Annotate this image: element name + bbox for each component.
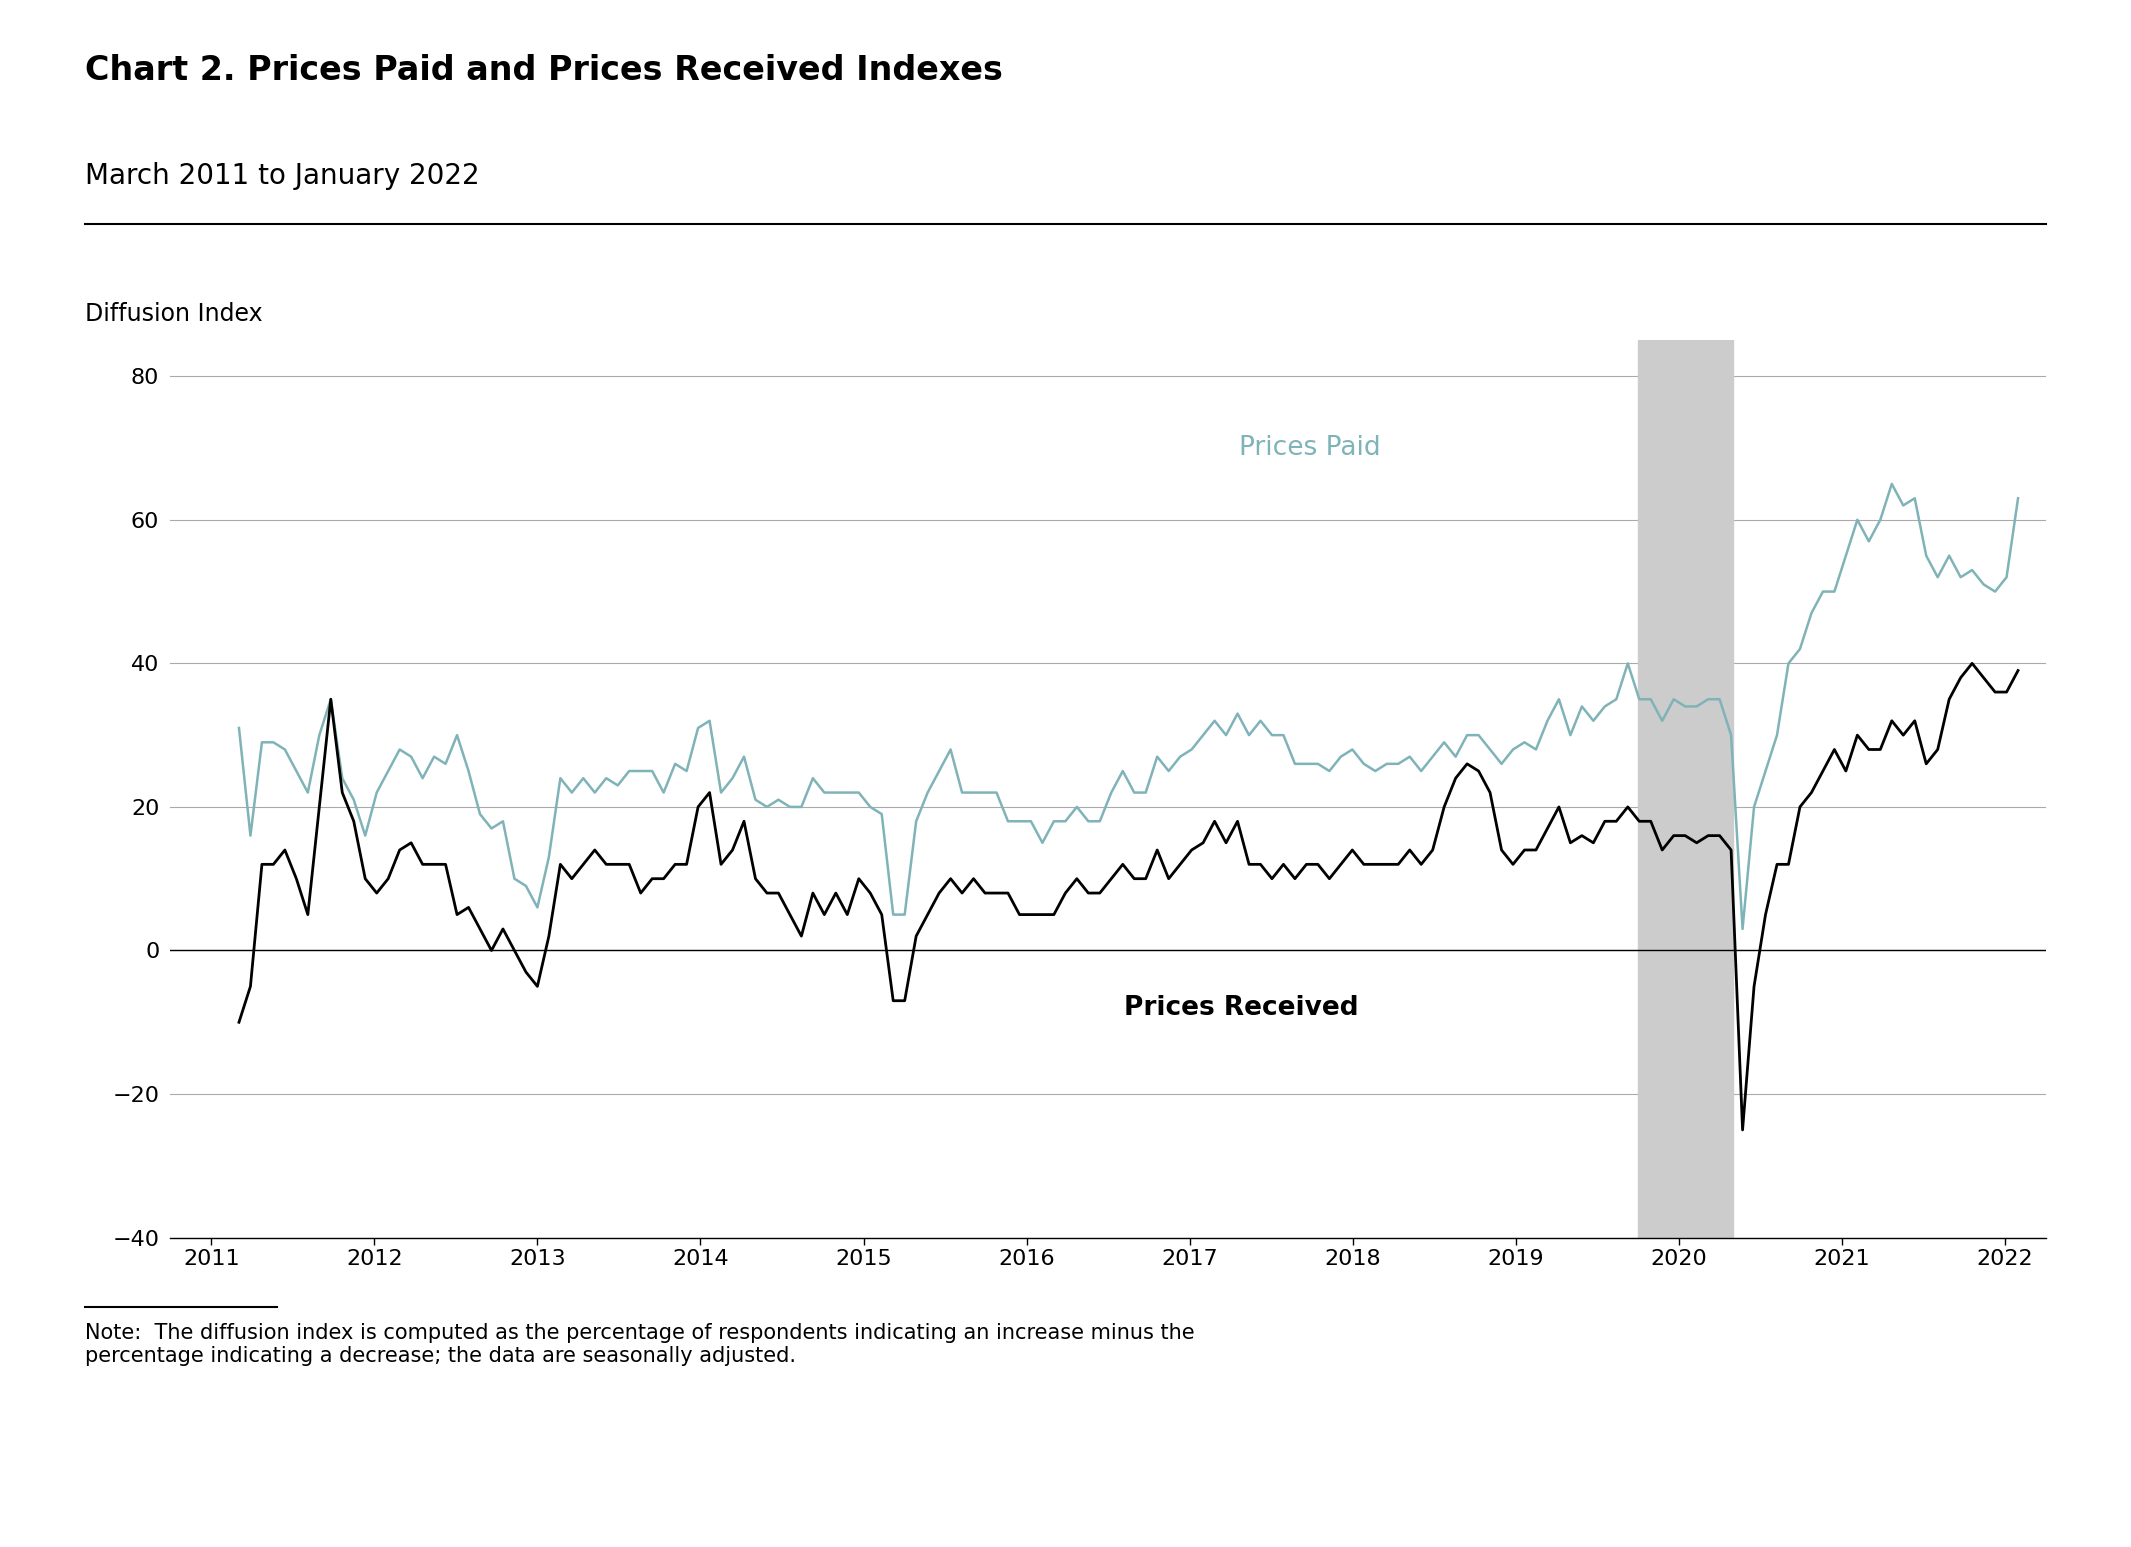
Prices Received [1283, 869, 1308, 888]
Prices Paid [2005, 489, 2031, 507]
Prices Paid [1730, 919, 1756, 937]
Prices Received [961, 869, 987, 888]
Prices Paid [1283, 755, 1308, 774]
Text: Chart 2. Prices Paid and Prices Received Indexes: Chart 2. Prices Paid and Prices Received… [85, 54, 1004, 87]
Prices Paid [1453, 726, 1479, 744]
Prices Paid [893, 905, 918, 924]
Prices Received [1660, 826, 1686, 845]
Bar [1639, 340, 1733, 1238]
Prices Paid [1880, 475, 1905, 493]
Prices Paid [1660, 690, 1686, 709]
Prices Received [2005, 661, 2031, 679]
Prices Paid [961, 783, 987, 801]
Prices Paid [226, 719, 251, 738]
Prices Received [226, 1013, 251, 1032]
Prices Received [673, 855, 699, 874]
Prices Received [1453, 755, 1479, 774]
Line: Prices Paid: Prices Paid [239, 484, 2018, 928]
Text: March 2011 to January 2022: March 2011 to January 2022 [85, 162, 479, 190]
Prices Received [893, 992, 918, 1010]
Text: Diffusion Index: Diffusion Index [85, 302, 262, 326]
Text: Prices Paid: Prices Paid [1238, 435, 1381, 461]
Text: Note:  The diffusion index is computed as the percentage of respondents indicati: Note: The diffusion index is computed as… [85, 1323, 1195, 1366]
Text: Prices Received: Prices Received [1125, 995, 1360, 1021]
Prices Received [1958, 654, 1984, 673]
Prices Paid [673, 761, 699, 780]
Line: Prices Received: Prices Received [239, 664, 2018, 1129]
Prices Received [1730, 1120, 1756, 1139]
